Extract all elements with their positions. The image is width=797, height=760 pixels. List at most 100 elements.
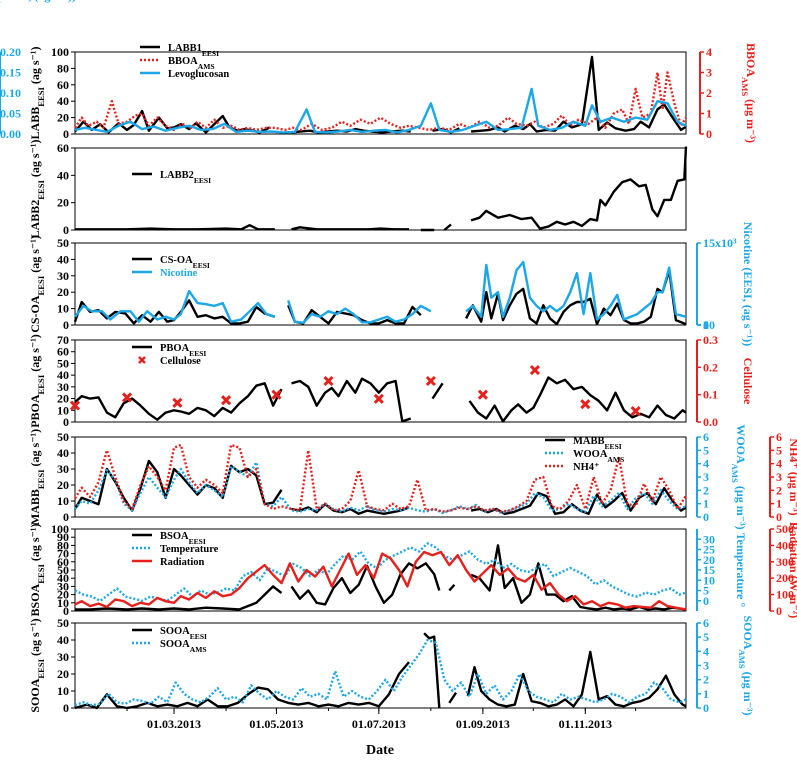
legend-entry-label: Cellulose — [160, 356, 201, 367]
left-axis-label: PBOAEESI (ag s⁻¹) — [28, 334, 46, 428]
legend-entry-label: CS-OAEESI — [160, 255, 210, 270]
right-axis-tick-label: 5 — [703, 443, 709, 457]
right-axis-tick-label: 1 — [703, 687, 709, 701]
right-axis-tick-label: 6 — [703, 616, 709, 630]
left-axis-tick-label: 0 — [63, 510, 69, 524]
right-axis-tick-label: 0 — [703, 701, 709, 715]
legend-entry-label: WOOAAMS — [573, 449, 624, 464]
left-axis-tick-label: 10 — [57, 302, 69, 316]
series-line — [74, 638, 687, 707]
left-axis-tick-label: 20 — [57, 285, 69, 299]
panel-1: 0 20 40 60 80 100 LABBEESI (ag s⁻¹) 0 1 2 3 4 BBOAAM… — [0, 0, 758, 143]
left-axis-tick-label: 50 — [57, 430, 69, 444]
right-axis-label: WOOAAMS (µg m⁻³) — [730, 424, 748, 529]
panel-2: 0 20 40 60 LABB2EESI (ag s⁻¹) LABB2EESI — [28, 140, 688, 238]
legend-entry-label: SOOAAMS — [160, 639, 207, 654]
legend-entry-label: LABB2EESI — [160, 170, 211, 185]
left-axis-tick-label: 20 — [57, 588, 69, 602]
data-point-marker — [323, 375, 334, 387]
left-axis-tick-label: 90 — [57, 530, 69, 544]
legend-entry-label: LABB1EESI — [168, 43, 219, 58]
left-axis-tick-label: 60 — [57, 78, 69, 92]
right-axis-tick-label: 2 — [776, 483, 782, 497]
left-axis-tick-label: 20 — [57, 392, 69, 406]
left-axis-tick-label: 60 — [57, 345, 69, 359]
series-line — [74, 542, 687, 602]
x-axis: 01.03.2013 01.05.2013 01.07.2013 01.09.2013… — [126, 708, 637, 731]
left-axis-tick-label: 40 — [57, 168, 69, 182]
right-axis-tick-label: 500 — [776, 522, 794, 536]
right-axis-tick-label: 0.00 — [0, 127, 21, 141]
left-axis-tick-label: 100 — [51, 522, 69, 536]
right-axis-tick-label: 15 — [703, 563, 715, 577]
legend-entry-label: BBOAAMS — [168, 56, 215, 71]
legend-entry-label: MABBEESI — [573, 436, 622, 451]
left-axis-tick-label: 0 — [63, 604, 69, 618]
right-axis-tick-label: 400 — [776, 538, 794, 552]
left-axis-label: SOOAEESI (ag s⁻¹) — [28, 618, 46, 712]
series-nh4- — [73, 443, 688, 513]
right-axis-tick-label: 0.2 — [703, 360, 718, 374]
series-line — [73, 443, 688, 513]
series-nicotine — [74, 260, 687, 324]
right-axis-tick-label: 0 — [706, 127, 712, 141]
series-line — [73, 71, 688, 132]
left-axis-label: CS-OAEESI (ag s⁻¹) — [28, 235, 46, 333]
series-labb1-eesi — [74, 55, 687, 134]
right-axis-tick-label: 15x10³ — [703, 236, 737, 250]
data-point-marker — [221, 395, 232, 406]
right-axis-tick-label: 5 — [703, 630, 709, 644]
series-sooa-eesi — [74, 632, 687, 710]
left-axis-tick-label: 20 — [57, 196, 69, 210]
plot-frame — [74, 51, 687, 135]
left-axis-label: LABBEESI (ag s⁻¹) — [28, 47, 46, 140]
data-point-marker — [630, 406, 641, 417]
left-axis-tick-label: 0 — [63, 701, 69, 715]
right-axis-tick-label: 0 — [776, 510, 782, 524]
plot-frame — [74, 339, 687, 423]
right-axis-tick-label: 20 — [703, 553, 715, 567]
plot-frame — [74, 147, 687, 231]
left-axis-tick-label: 40 — [57, 571, 69, 585]
right-axis-tick-label: 5 — [776, 443, 782, 457]
legend-entry-label: Temperature — [160, 544, 219, 555]
series-line — [74, 87, 687, 134]
series-cellulose — [69, 365, 641, 417]
left-axis-tick-label: 20 — [57, 111, 69, 125]
right-axis-tick-label: 2 — [703, 673, 709, 687]
right-axis-tick-label: 0.20 — [0, 45, 21, 59]
x-axis-tick-label: 01.07.2013 — [352, 717, 406, 731]
plot-frame — [74, 436, 687, 518]
data-point-marker — [172, 397, 183, 408]
left-axis-tick-label: 70 — [57, 547, 69, 561]
series-temperature — [74, 542, 687, 602]
right-axis-tick-label: 300 — [776, 555, 794, 569]
series-line — [74, 55, 687, 134]
left-axis-tick-label: 0 — [63, 223, 69, 237]
left-axis-tick-label: 40 — [57, 633, 69, 647]
x-axis-title: Date — [366, 743, 394, 758]
x-axis-tick-label: 01.11.2013 — [559, 717, 612, 731]
right-axis-label: Nicotine (EESI, (ag s⁻¹)) — [741, 222, 755, 347]
right-axis-tick-label: 4 — [706, 45, 712, 59]
left-axis-tick-label: 70 — [57, 333, 69, 347]
data-point-marker — [121, 392, 133, 403]
left-axis-tick-label: 20 — [57, 478, 69, 492]
right-axis-tick-label: 10 — [703, 573, 715, 587]
right-axis-tick-label: 6 — [703, 430, 709, 444]
legend-entry-label: BSOAEESI — [160, 531, 206, 546]
x-axis-tick-label: 01.05.2013 — [249, 717, 303, 731]
right-axis-tick-label: 30 — [703, 532, 715, 546]
right-axis-tick-label: 0.1 — [703, 388, 718, 402]
left-axis-tick-label: 40 — [57, 94, 69, 108]
data-point-marker — [529, 365, 540, 376]
right-axis-label: SOOAAMS (µg m⁻³) — [737, 615, 755, 715]
left-axis-tick-label: 10 — [57, 596, 69, 610]
